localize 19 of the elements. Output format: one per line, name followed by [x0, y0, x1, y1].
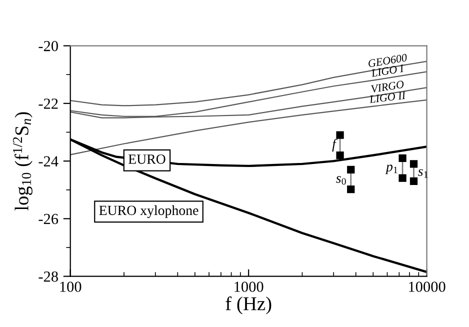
series-label: EURO xylophone: [99, 205, 198, 218]
series-label: s$_{0}$: [336, 176, 346, 185]
y-tick-label: -28: [38, 271, 58, 282]
y-tick-label: -20: [38, 40, 58, 52]
x-tick-label: 1000: [234, 282, 264, 292]
text: LIGO II: [368, 91, 406, 104]
y-axis-title: log$_{10}$ (f$^{1/2}$S$_{n}$): [12, 112, 32, 211]
x-axis-title: f (Hz): [226, 296, 272, 314]
series-label: f: [332, 138, 338, 152]
x-tick-label: 100: [60, 282, 82, 292]
y-tick-label: -22: [38, 98, 58, 109]
text: VIRGO: [370, 80, 404, 93]
x-tick-label: 10000: [409, 282, 446, 292]
series-label: p$_{1}$: [385, 164, 398, 174]
y-tick-label: -26: [38, 214, 58, 224]
text: GEO600: [368, 54, 408, 68]
y-tick-label: -24: [38, 156, 58, 166]
series-label: EURO: [128, 154, 166, 164]
series-label: s$_{1}$: [418, 169, 428, 178]
